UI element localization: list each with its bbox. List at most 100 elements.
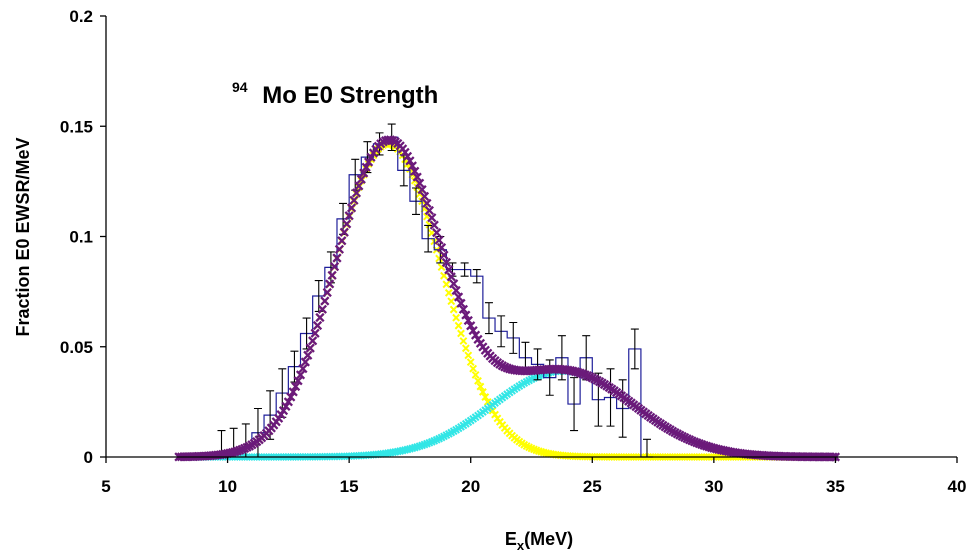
total-fit-marker <box>422 198 432 208</box>
total-fit-marker <box>329 262 340 272</box>
y-axis-label: Fraction E0 EWSR/MeV <box>13 137 33 336</box>
x-axis-label-sub: x <box>517 538 525 551</box>
total-fit-marker <box>288 387 298 397</box>
total-fit-marker <box>458 304 469 314</box>
y-tick-label: 0.05 <box>60 338 93 357</box>
gaussian-low-marker <box>474 376 482 385</box>
gaussian-low-marker <box>483 397 492 406</box>
gaussian-low-marker <box>457 329 465 338</box>
x-axis-label-rest: (MeV) <box>524 529 573 549</box>
gaussian-low-marker <box>449 305 458 314</box>
error-bar <box>497 315 506 348</box>
total-fit-marker <box>405 156 415 166</box>
chart-title: 94 Mo E0 Strength <box>232 71 438 109</box>
total-fit-marker <box>441 257 452 268</box>
total-fit-marker <box>346 203 357 213</box>
error-bar <box>484 302 493 335</box>
gaussian-low-marker <box>464 351 473 360</box>
gaussian-low-marker <box>469 364 478 373</box>
total-fit-marker <box>295 370 306 380</box>
error-bar <box>618 379 627 438</box>
x-axis-label: Ex(MeV) <box>505 529 573 551</box>
total-fit-marker <box>327 270 337 280</box>
gaussian-high-series <box>175 367 840 461</box>
total-fit-marker <box>417 185 427 195</box>
total-fit-marker <box>298 363 308 374</box>
gaussian-low-marker <box>478 388 487 396</box>
total-fit-marker <box>354 181 364 191</box>
total-fit-marker <box>300 357 310 367</box>
total-fit-marker <box>339 227 349 237</box>
error-bar <box>570 377 579 432</box>
total-fit-marker <box>344 211 354 221</box>
total-fit-marker <box>451 285 461 296</box>
error-bar <box>606 368 615 427</box>
total-fit-marker <box>361 162 371 172</box>
x-tick-label: 30 <box>704 477 723 496</box>
total-fit-marker <box>461 310 471 320</box>
gaussian-low-marker <box>461 344 470 353</box>
gaussian-low-marker <box>454 321 463 330</box>
x-tick-label: 5 <box>101 477 110 496</box>
total-fit-marker <box>402 151 413 162</box>
x-tick-label: 20 <box>461 477 480 496</box>
error-bar <box>509 321 518 354</box>
total-fit-marker <box>466 321 476 331</box>
total-fit-marker <box>317 304 328 314</box>
gaussian-low-marker <box>447 297 456 306</box>
total-fit-marker <box>449 279 459 289</box>
x-tick-label: 25 <box>583 477 602 496</box>
total-fit-marker <box>291 381 301 392</box>
axes: 5 10 15 20 25 30 35 40 0 0.05 0.1 0.15 0.2 <box>60 7 967 496</box>
y-tick-label: 0.1 <box>69 228 93 247</box>
total-fit-marker <box>320 296 330 306</box>
error-bar <box>630 328 639 370</box>
total-fit-marker <box>315 312 325 323</box>
total-fit-marker <box>434 235 444 245</box>
x-axis-label-main: E <box>505 529 517 549</box>
error-bar <box>424 224 433 253</box>
error-bar <box>472 269 481 284</box>
total-fit-marker <box>432 228 442 238</box>
total-fit-marker <box>463 315 473 326</box>
gaussian-low-marker <box>459 337 468 345</box>
total-fit-marker <box>322 287 332 298</box>
total-fit-marker <box>419 191 430 201</box>
total-fit-marker <box>415 178 425 188</box>
total-fit-marker <box>446 272 456 282</box>
gaussian-low-series <box>175 139 840 461</box>
total-fit-marker <box>439 250 449 260</box>
title-text: Mo E0 Strength <box>262 82 438 109</box>
x-tick-label: 40 <box>948 477 967 496</box>
error-bar <box>412 187 421 215</box>
total-fit-marker <box>427 213 437 223</box>
total-fit-marker <box>281 401 291 411</box>
total-fit-marker <box>325 279 335 289</box>
total-fit-marker <box>359 168 369 178</box>
total-fit-marker <box>310 328 320 338</box>
total-fit-marker <box>337 236 347 246</box>
x-tick-label: 35 <box>826 477 845 496</box>
total-fit-marker <box>283 397 293 407</box>
gaussian-low-marker <box>471 371 480 379</box>
error-bar <box>460 262 469 277</box>
total-fit-marker <box>407 161 417 171</box>
y-tick-label: 0.15 <box>60 117 93 136</box>
gaussian-low-marker <box>444 288 453 297</box>
total-fit-marker <box>410 166 420 176</box>
gaussian-low-marker <box>466 358 475 367</box>
total-fit-marker <box>312 320 323 331</box>
gaussian-low-marker <box>415 190 424 198</box>
total-fit-marker <box>286 392 296 402</box>
total-fit-marker <box>303 350 313 360</box>
total-fit-marker <box>424 205 434 216</box>
total-fit-marker <box>308 336 318 346</box>
total-fit-marker <box>334 244 345 254</box>
total-fit-marker <box>456 298 466 308</box>
gaussian-low-marker <box>488 406 497 415</box>
y-tick-label: 0.2 <box>69 7 93 26</box>
total-fit-marker <box>342 219 352 229</box>
total-fit-marker <box>453 292 464 302</box>
title-mass-number: 94 <box>232 79 248 95</box>
